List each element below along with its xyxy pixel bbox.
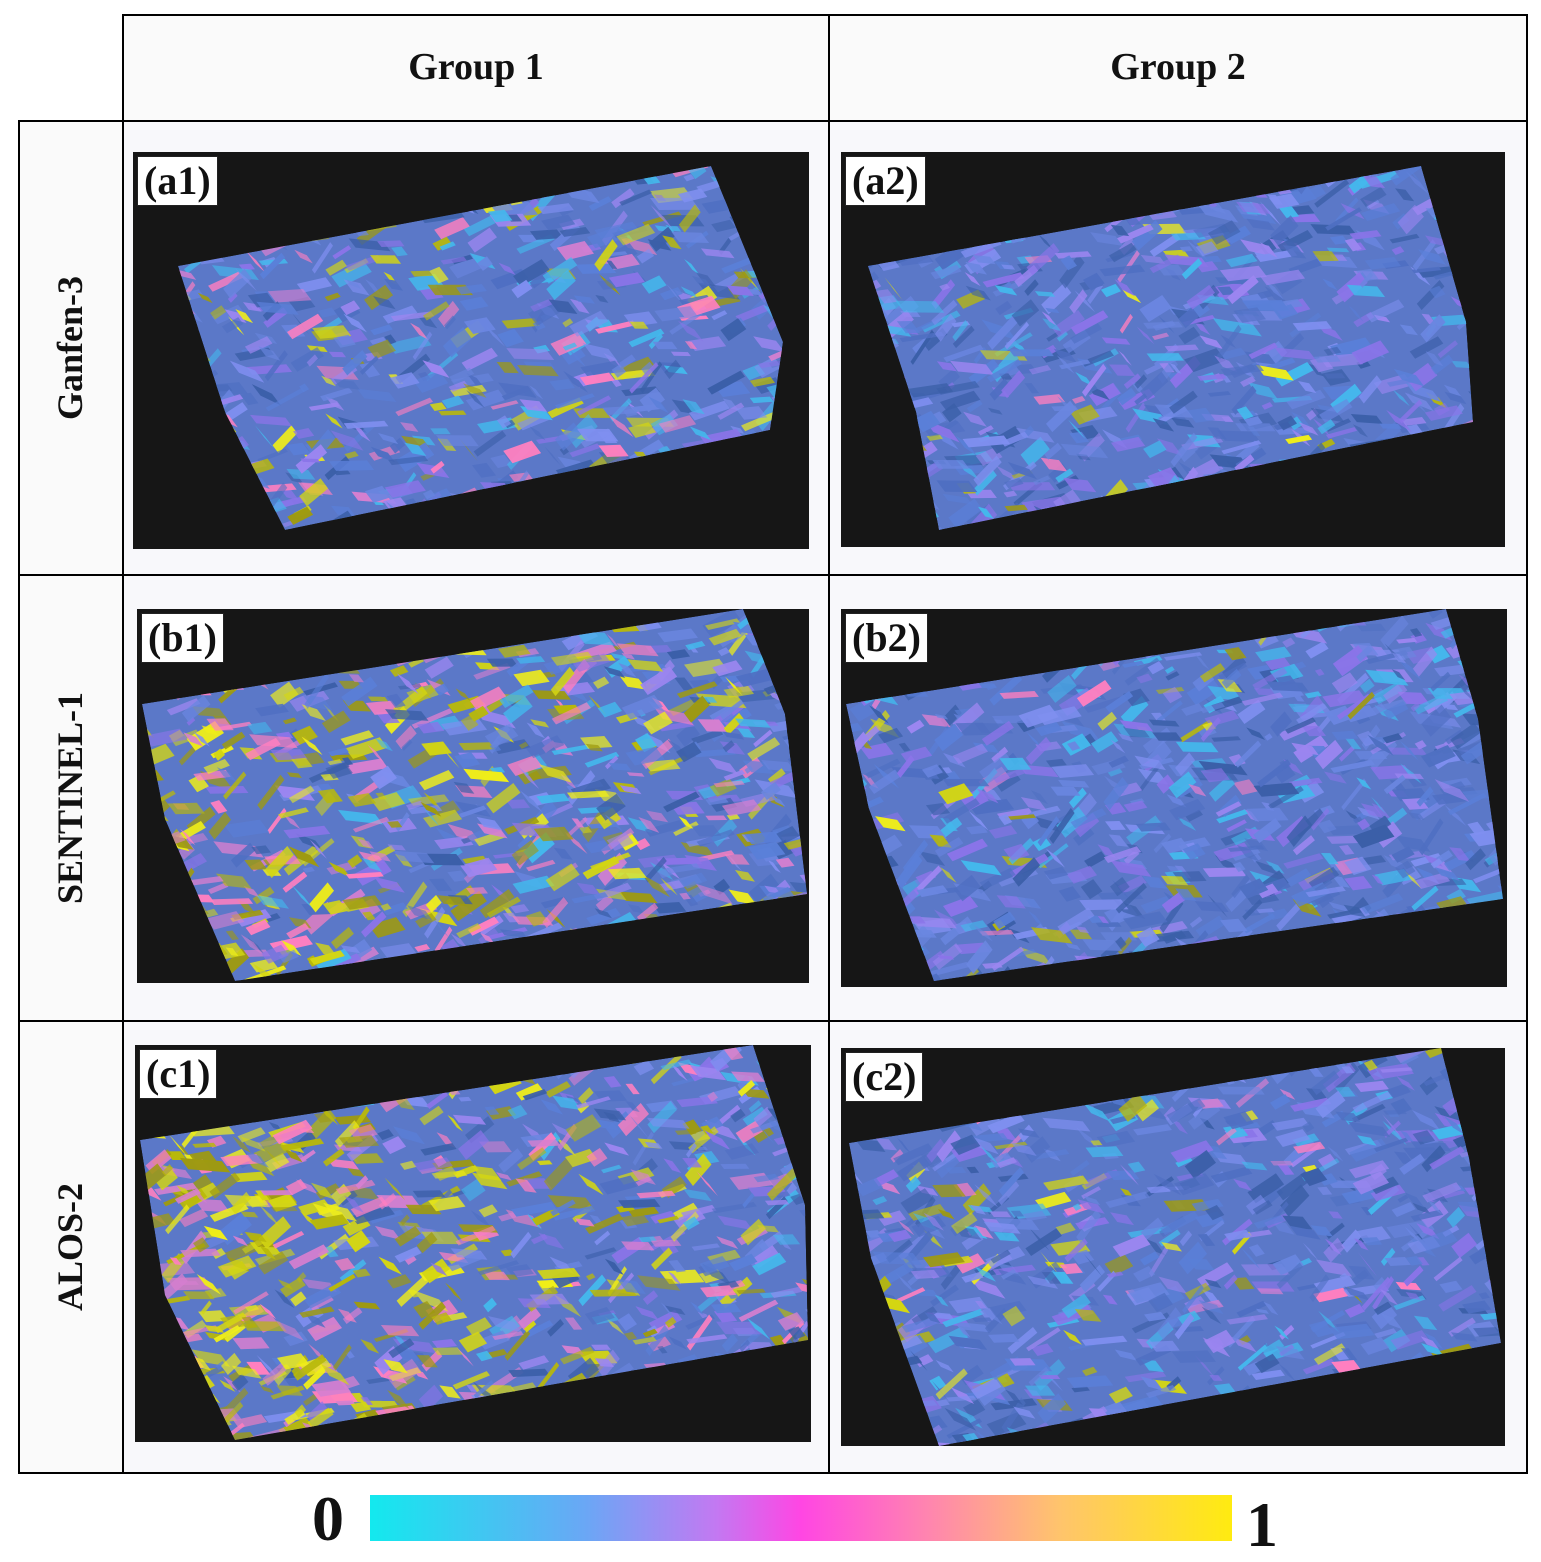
grid-line	[18, 1472, 1528, 1474]
panel-a2-image: (a2)	[841, 152, 1505, 547]
row-label-alos-2: ALOS-2	[49, 1183, 91, 1311]
panel-c1-image: (c1)	[135, 1045, 811, 1442]
grid-line	[122, 14, 124, 1474]
colorbar-min-label: 0	[312, 1482, 344, 1556]
panel-b2-image: (b2)	[841, 609, 1507, 987]
column-header-group-2: Group 2	[830, 14, 1526, 120]
panel-label-a1: (a1)	[137, 156, 218, 206]
panel-label-c1: (c1)	[139, 1049, 217, 1099]
row-header-alos-2: ALOS-2	[18, 1022, 122, 1472]
panel-b1-image: (b1)	[137, 609, 809, 983]
panel-a1-image: (a1)	[133, 152, 809, 549]
grid-line	[18, 120, 1528, 122]
colorbar	[370, 1495, 1232, 1541]
column-header-group-1: Group 1	[124, 14, 828, 120]
grid-line	[18, 574, 1528, 576]
row-label-ganfen-3: Ganfen-3	[49, 276, 91, 420]
row-label-sentinel-1: SENTINEL-1	[49, 692, 91, 904]
colorbar-max-label: 1	[1246, 1488, 1278, 1562]
terrain-image	[135, 1045, 811, 1442]
grid-line	[18, 1020, 1528, 1022]
grid-line	[124, 14, 1528, 16]
panel-c2-image: (c2)	[841, 1048, 1505, 1446]
panel-label-a2: (a2)	[845, 156, 926, 206]
terrain-image	[841, 609, 1507, 987]
panel-label-c2: (c2)	[845, 1052, 923, 1102]
row-header-sentinel-1: SENTINEL-1	[18, 576, 122, 1020]
row-header-ganfen-3: Ganfen-3	[18, 122, 122, 574]
grid-line	[18, 120, 20, 1474]
grid-line	[1526, 14, 1528, 1474]
terrain-image	[137, 609, 809, 983]
terrain-image	[133, 152, 809, 549]
terrain-image	[841, 152, 1505, 547]
panel-label-b2: (b2)	[845, 613, 928, 663]
panel-label-b1: (b1)	[141, 613, 224, 663]
terrain-image	[841, 1048, 1505, 1446]
grid-line	[828, 14, 830, 1474]
